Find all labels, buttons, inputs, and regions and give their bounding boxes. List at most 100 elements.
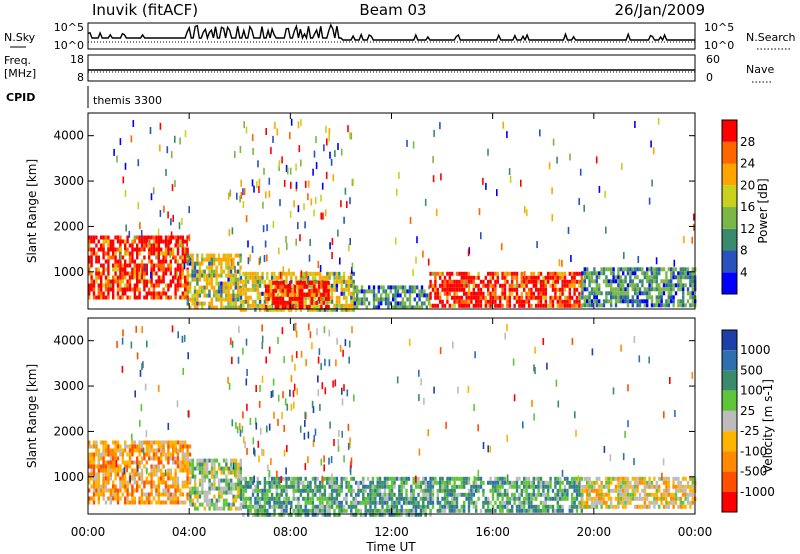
heatmap-cell bbox=[239, 287, 243, 292]
heatmap-cell bbox=[286, 304, 289, 309]
heatmap-cell bbox=[670, 496, 673, 501]
heatmap-cell bbox=[434, 271, 437, 276]
heatmap-cell bbox=[508, 496, 511, 501]
heatmap-cell bbox=[537, 480, 540, 485]
heatmap-cell bbox=[330, 496, 334, 501]
heatmap-cell bbox=[150, 235, 153, 240]
heatmap-cell bbox=[467, 480, 471, 485]
heatmap-cell bbox=[503, 283, 507, 288]
heatmap-cell bbox=[181, 484, 184, 489]
heatmap-cell bbox=[188, 256, 191, 264]
heatmap-cell bbox=[650, 275, 654, 280]
colorbar-tick-label: -500 bbox=[740, 465, 767, 479]
heatmap-cell bbox=[662, 279, 666, 284]
heatmap-cell bbox=[208, 277, 211, 282]
heatmap-cell bbox=[559, 291, 562, 296]
heatmap-cell bbox=[643, 500, 646, 505]
heatmap-cell bbox=[672, 299, 675, 304]
heatmap-cell bbox=[453, 496, 456, 501]
heatmap-cell bbox=[268, 346, 271, 354]
heatmap-cell bbox=[539, 484, 543, 489]
heatmap-cell bbox=[491, 299, 495, 304]
heatmap-cell bbox=[339, 344, 342, 352]
heatmap-cell bbox=[284, 288, 287, 293]
heatmap-cell bbox=[378, 512, 382, 517]
heatmap-cell bbox=[239, 253, 242, 258]
heatmap-cell bbox=[157, 384, 160, 392]
heatmap-cell bbox=[218, 466, 221, 471]
heatmap-cell bbox=[691, 303, 694, 308]
heatmap-cell bbox=[629, 267, 632, 272]
heatmap-cell bbox=[167, 456, 170, 461]
heatmap-cell bbox=[422, 504, 425, 509]
heatmap-cell bbox=[303, 292, 306, 297]
colorbar-frame bbox=[721, 119, 738, 295]
heatmap-cell bbox=[578, 303, 581, 308]
heatmap-cell bbox=[175, 446, 178, 454]
heatmap-cell bbox=[280, 303, 283, 308]
heatmap-cell bbox=[511, 496, 514, 501]
heatmap-cell bbox=[340, 488, 343, 493]
heatmap-cell bbox=[458, 271, 461, 276]
heatmap-cell bbox=[530, 508, 533, 513]
heatmap-cell bbox=[205, 273, 209, 278]
heatmap-cell bbox=[181, 255, 184, 260]
heatmap-cell bbox=[532, 492, 535, 497]
heatmap-cell bbox=[107, 464, 110, 469]
heatmap-cell bbox=[445, 421, 447, 429]
heatmap-cell bbox=[561, 508, 564, 513]
heatmap-cell bbox=[258, 299, 262, 304]
heatmap-cell bbox=[467, 299, 471, 304]
heatmap-cell bbox=[303, 284, 306, 289]
heatmap-cell bbox=[267, 304, 270, 309]
heatmap-cell bbox=[384, 301, 388, 306]
heatmap-cell bbox=[114, 440, 117, 445]
heatmap-cell bbox=[643, 480, 646, 485]
nsearch-tick-top: 10^5 bbox=[704, 21, 734, 34]
heatmap-cell bbox=[535, 476, 538, 481]
heatmap-cell bbox=[333, 496, 336, 501]
heatmap-cell bbox=[499, 303, 502, 308]
heatmap-cell bbox=[152, 263, 156, 268]
heatmap-cell bbox=[320, 304, 323, 309]
heatmap-cell bbox=[390, 512, 394, 517]
heatmap-cell bbox=[234, 482, 238, 487]
heatmap-cell bbox=[578, 484, 581, 489]
heatmap-cell bbox=[300, 159, 302, 167]
heatmap-cell bbox=[658, 299, 661, 304]
heatmap-cell bbox=[345, 299, 348, 304]
heatmap-cell bbox=[458, 287, 461, 292]
heatmap-cell bbox=[393, 484, 396, 489]
heatmap-cell bbox=[172, 235, 175, 240]
heatmap-cell bbox=[251, 512, 255, 517]
heatmap-cell bbox=[186, 456, 189, 461]
heatmap-cell bbox=[333, 439, 335, 446]
heatmap-cell bbox=[157, 476, 160, 481]
heatmap-cell bbox=[157, 480, 160, 485]
heatmap-cell bbox=[281, 156, 283, 164]
heatmap-cell bbox=[234, 293, 237, 298]
heatmap-cell bbox=[624, 275, 627, 280]
heatmap-cell bbox=[532, 271, 535, 276]
heatmap-cell bbox=[280, 492, 283, 497]
heatmap-cell bbox=[143, 484, 146, 489]
heatmap-cell bbox=[503, 476, 507, 481]
heatmap-cell bbox=[309, 271, 312, 276]
heatmap-cell bbox=[116, 275, 120, 280]
heatmap-cell bbox=[133, 488, 136, 493]
heatmap-cell bbox=[186, 452, 189, 457]
heatmap-cell bbox=[249, 484, 252, 489]
heatmap-cell bbox=[152, 267, 156, 272]
heatmap-cell bbox=[220, 478, 223, 483]
heatmap-cell bbox=[607, 488, 610, 493]
heatmap-cell bbox=[636, 283, 639, 288]
heatmap-cell bbox=[511, 279, 514, 284]
heatmap-cell bbox=[123, 249, 126, 257]
heatmap-cell bbox=[575, 299, 579, 304]
heatmap-cell bbox=[571, 279, 574, 284]
heatmap-cell bbox=[242, 283, 245, 288]
heatmap-cell bbox=[100, 484, 103, 489]
heatmap-cell bbox=[354, 508, 358, 513]
heatmap-cell bbox=[380, 293, 383, 298]
y-tick-label: 3000 bbox=[53, 379, 84, 393]
